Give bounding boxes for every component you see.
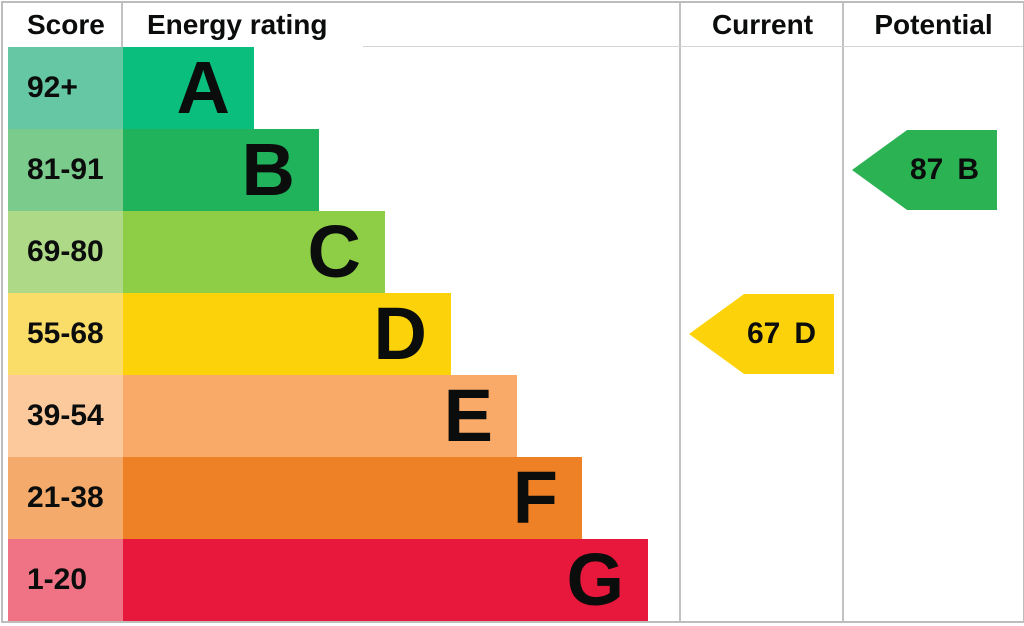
band-row-d: D xyxy=(123,293,681,375)
energy-rating-column-header: Energy rating xyxy=(123,3,681,47)
current-rating-letter: D xyxy=(794,317,817,350)
score-range-cell-c: 69-80 xyxy=(8,211,123,293)
rating-bar-g: G xyxy=(123,539,648,621)
band-row-c: C xyxy=(123,211,681,293)
score-range-cell-a: 92+ xyxy=(8,47,123,129)
band-row-g: G xyxy=(123,539,681,621)
current-rating-arrow: 67 D xyxy=(689,294,834,374)
score-column-divider xyxy=(121,3,123,47)
rating-letter-f: F xyxy=(512,456,558,539)
potential-column-header: Potential xyxy=(844,3,1023,47)
rating-bar-c: C xyxy=(123,211,385,293)
score-range-cell-d: 55-68 xyxy=(8,293,123,375)
rating-letter-a: A xyxy=(176,46,230,129)
rating-bar-e: E xyxy=(123,375,517,457)
potential-column-divider xyxy=(842,3,844,621)
rating-letter-c: C xyxy=(307,210,361,293)
current-rating-value: 67 xyxy=(746,317,781,350)
rating-bar-a: A xyxy=(123,47,254,129)
rating-letter-e: E xyxy=(443,374,493,457)
rating-bar-b: B xyxy=(123,129,319,211)
score-range-label: 69-80 xyxy=(27,235,104,268)
rating-letter-d: D xyxy=(373,292,427,375)
rating-bar-f: F xyxy=(123,457,582,539)
potential-header-label: Potential xyxy=(874,9,993,40)
potential-rating-letter: B xyxy=(957,153,980,186)
band-row-f: F xyxy=(123,457,681,539)
score-range-cell-e: 39-54 xyxy=(8,375,123,457)
band-row-a: A xyxy=(123,47,681,129)
current-header-label: Current xyxy=(711,9,814,40)
energy-rating-header-label: Energy rating xyxy=(147,9,328,40)
rating-bar-d: D xyxy=(123,293,451,375)
rating-letter-g: G xyxy=(566,538,624,621)
score-range-cell-b: 81-91 xyxy=(8,129,123,211)
score-range-label: 21-38 xyxy=(27,481,104,514)
band-row-e: E xyxy=(123,375,681,457)
potential-rating-value: 87 xyxy=(909,153,944,186)
score-range-label: 39-54 xyxy=(27,399,104,432)
score-range-label: 92+ xyxy=(27,71,78,104)
current-column-divider xyxy=(679,3,681,621)
score-range-label: 1-20 xyxy=(27,563,88,596)
score-range-label: 81-91 xyxy=(27,153,104,186)
rating-letter-b: B xyxy=(241,128,295,211)
header-underline xyxy=(363,46,1023,47)
score-range-cell-g: 1-20 xyxy=(8,539,123,621)
band-row-b: B xyxy=(123,129,681,211)
score-range-cell-f: 21-38 xyxy=(8,457,123,539)
score-range-label: 55-68 xyxy=(27,317,104,350)
score-column-header: Score xyxy=(3,3,123,47)
potential-rating-arrow: 87 B xyxy=(852,130,997,210)
score-header-label: Score xyxy=(27,9,105,40)
current-column-header: Current xyxy=(681,3,844,47)
